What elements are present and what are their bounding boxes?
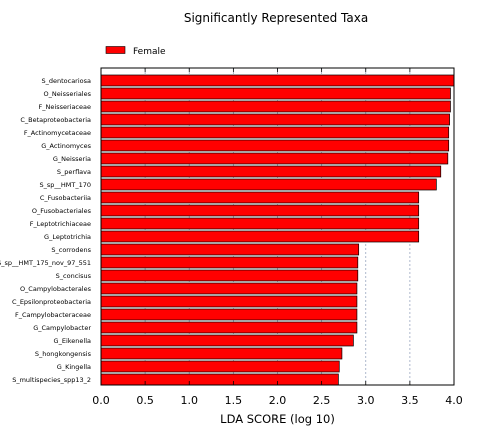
category-label: S_sp__HMT_175_nov_97_551 [0,259,91,267]
bar [100,373,339,386]
category-label: C_Betaproteobacteria [20,116,91,124]
bar [100,282,358,295]
bar [100,308,358,321]
category-labels: S_dentocariosa O_Neisseriales F_Neisseriac… [0,77,92,384]
bar [100,87,451,100]
bar [100,139,450,152]
bar [100,191,420,204]
category-label: S_perflava [57,168,91,176]
bar [100,347,343,360]
category-label: O_Campylobacterales [20,285,92,293]
category-label: O_Fusobacteriales [32,207,92,215]
category-label: S_concisus [56,272,92,280]
x-tick-label: 3.5 [401,394,419,407]
x-tick-label: 4.0 [445,394,463,407]
bar [100,243,360,256]
category-label: G_Leptotrichia [44,233,91,241]
bar [100,295,358,308]
bar [100,165,442,178]
category-label: O_Neisseriales [44,90,92,98]
x-tick-label: 0.5 [136,394,154,407]
bar [100,204,420,217]
bar [100,230,420,243]
category-label: F_Actinomycetaceae [24,129,91,137]
bar [100,256,359,269]
bar [100,74,455,87]
category-label: G_Kingella [57,363,91,371]
bar [100,321,358,334]
category-label: G_Eikenella [54,337,91,345]
bar [100,100,451,113]
category-label: G_Actinomyces [41,142,91,150]
category-label: S_corrodens [51,246,91,254]
bar [100,152,449,165]
x-tick-label: 1.0 [181,394,199,407]
bar [100,178,437,191]
category-label: S_multispecies_spp13_2 [12,376,91,384]
legend: Female [105,46,166,57]
x-tick-label: 1.5 [225,394,243,407]
category-label: S_dentocariosa [41,77,91,85]
x-tick-label: 3.0 [357,394,375,407]
bar [100,360,340,373]
bar [100,126,450,139]
legend-label: Female [133,47,166,57]
x-axis-label: LDA SCORE (log 10) [220,412,335,426]
x-tick-label: 2.5 [313,394,331,407]
category-label: C_Epsilonproteobacteria [12,298,91,306]
category-label: S_sp__HMT_170 [39,181,91,189]
category-label: S_hongkongensis [35,350,92,358]
bars-group [100,74,455,386]
plot-frame [100,67,455,386]
bar [100,217,420,230]
bar [100,113,450,126]
category-label: G_Campylobacter [33,324,91,332]
x-tick-label: 0.0 [92,394,110,407]
category-label: F_Neisseriaceae [39,103,91,111]
category-label: G_Neisseria [53,155,91,163]
chart-title: Significantly Represented Taxa [184,11,368,25]
category-label: F_Campylobacteraceae [15,311,91,319]
x-tick-label: 2.0 [269,394,287,407]
legend-swatch [105,46,126,54]
bar [100,269,359,282]
bar [100,334,354,347]
category-label: F_Leptotrichiaceae [30,220,91,228]
category-label: C_Fusobacteriia [40,194,91,202]
